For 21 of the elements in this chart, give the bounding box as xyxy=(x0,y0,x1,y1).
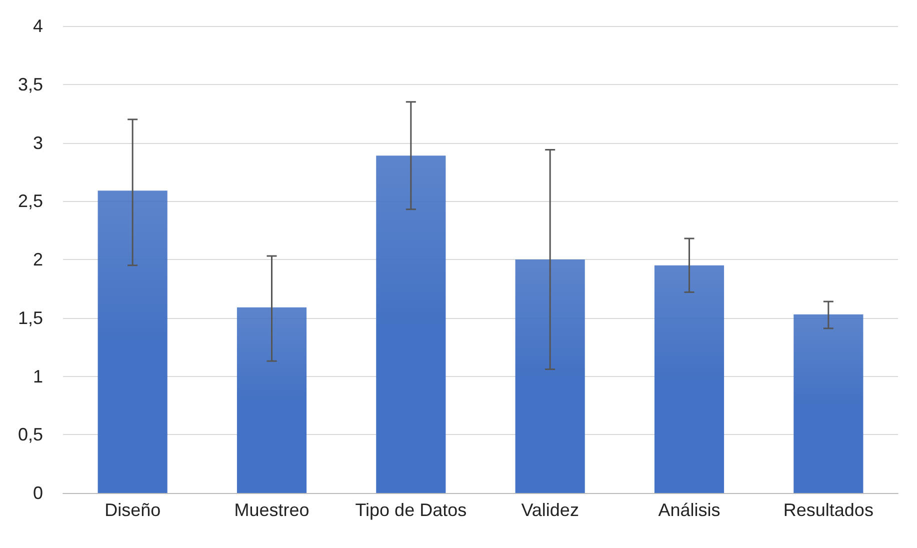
x-tick-label: Validez xyxy=(521,500,579,520)
y-tick-label: 1 xyxy=(32,366,43,386)
x-tick-label: Tipo de Datos xyxy=(355,500,467,520)
bar xyxy=(654,265,724,493)
x-tick-label: Muestreo xyxy=(234,500,310,520)
y-tick-label: 0 xyxy=(32,483,43,503)
bar xyxy=(376,156,446,493)
bar xyxy=(98,190,168,493)
bar xyxy=(515,260,585,493)
x-tick-label: Análisis xyxy=(658,500,720,520)
y-tick-label: 0,5 xyxy=(18,424,43,445)
y-tick-label: 3,5 xyxy=(18,74,43,94)
bar xyxy=(236,307,307,493)
bar xyxy=(794,314,864,493)
x-tick-label: Diseño xyxy=(104,500,161,520)
y-tick-label: 3 xyxy=(32,132,43,153)
y-tick-label: 4 xyxy=(32,16,43,36)
y-tick-label: 2,5 xyxy=(18,191,43,212)
y-tick-label: 1,5 xyxy=(18,308,43,328)
x-tick-label: Resultados xyxy=(783,500,874,520)
y-tick-label: 2 xyxy=(32,250,43,270)
